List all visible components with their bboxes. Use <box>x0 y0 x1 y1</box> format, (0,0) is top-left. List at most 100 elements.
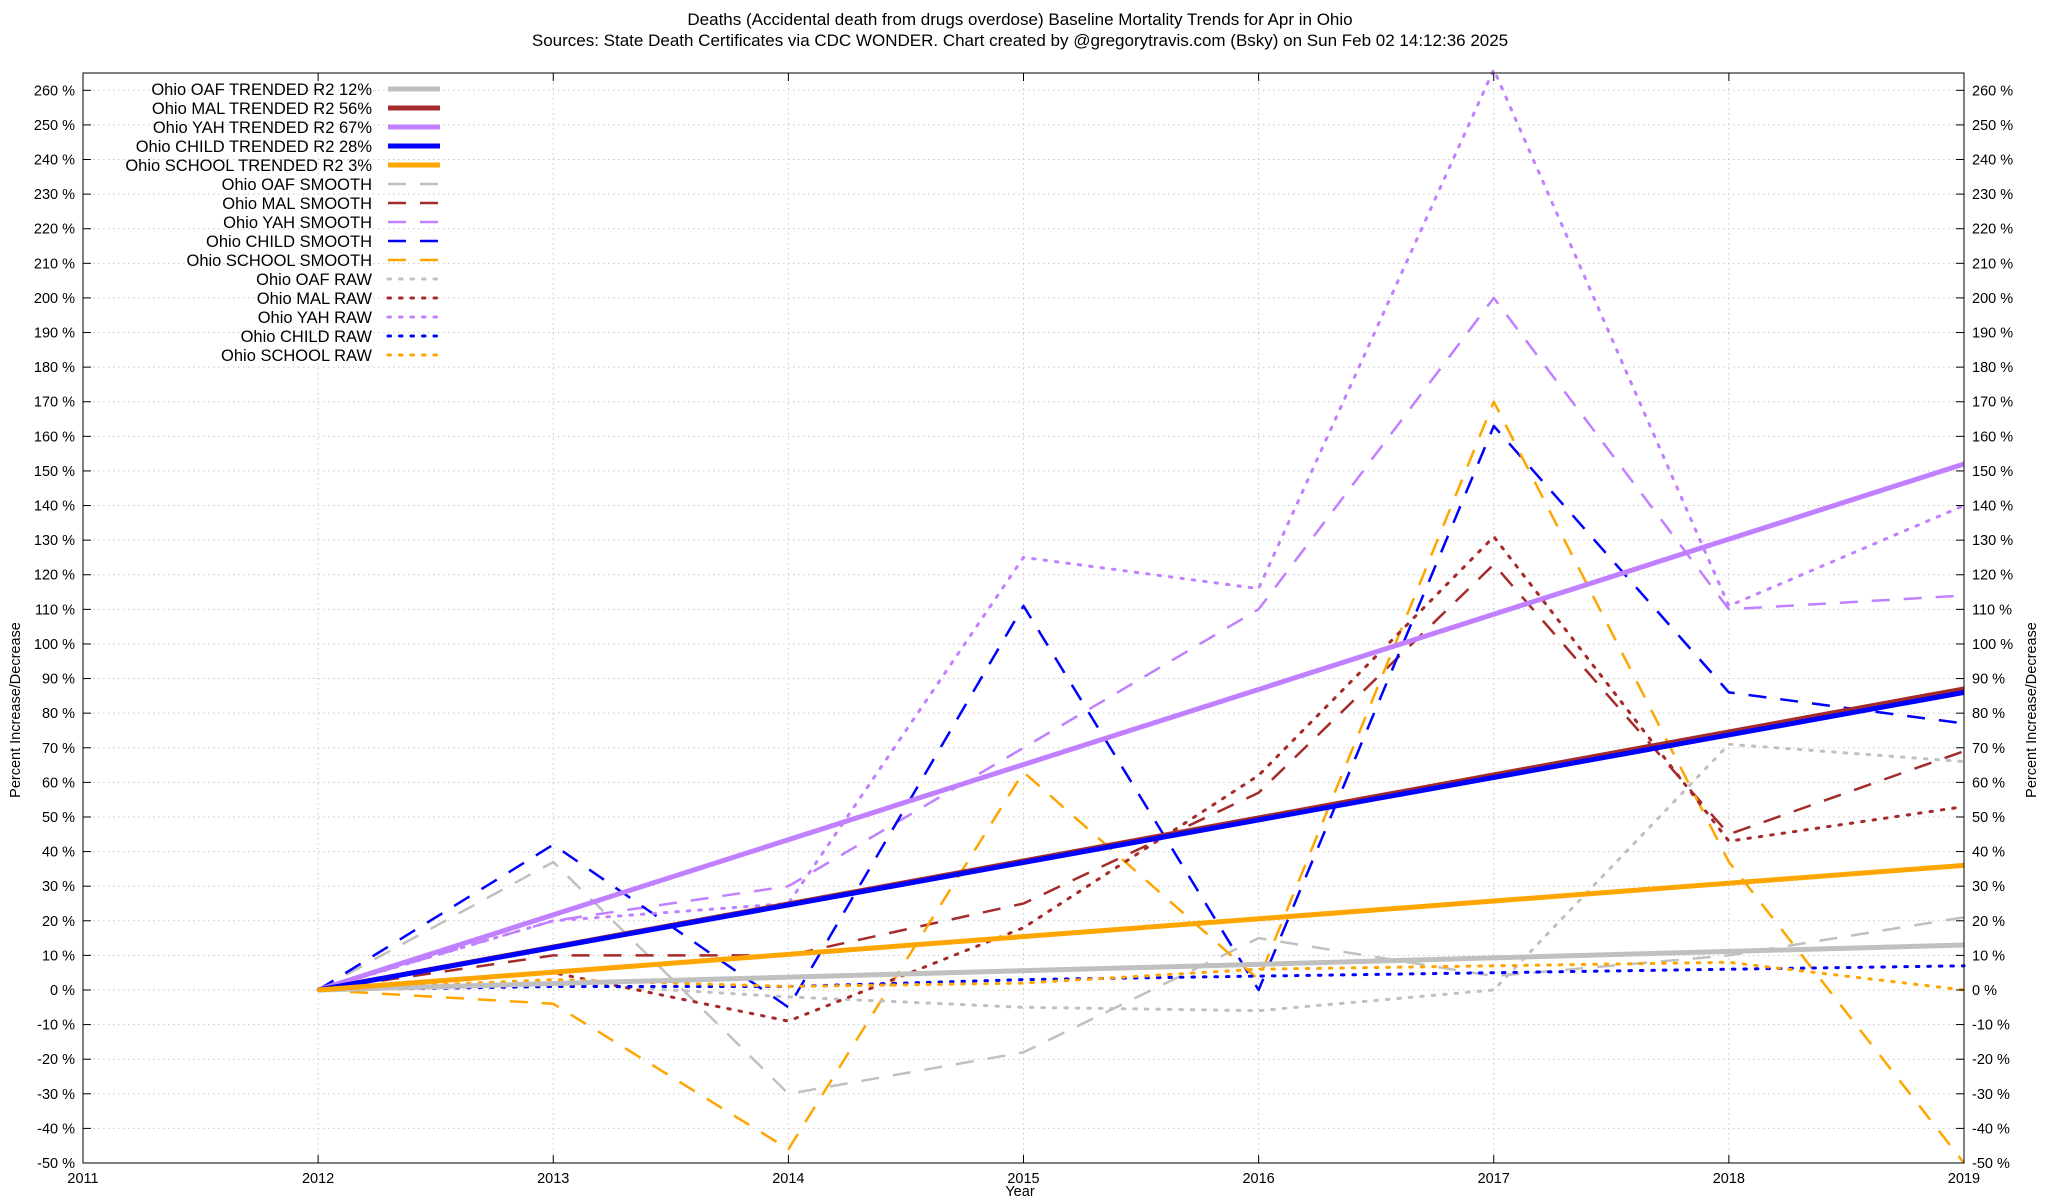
legend-label: Ohio MAL SMOOTH <box>222 195 372 213</box>
y-tick-label-right: 50 % <box>1972 810 2005 826</box>
y-tick-label-left: 240 % <box>34 153 75 169</box>
x-tick-label: 2012 <box>302 1171 334 1187</box>
y-tick-label-left: -20 % <box>37 1052 75 1068</box>
y-tick-label-left: 80 % <box>42 706 75 722</box>
chart-subtitle: Sources: State Death Certificates via CD… <box>532 31 1508 50</box>
y-tick-label-left: 230 % <box>34 187 75 203</box>
y-tick-label-left: 190 % <box>34 326 75 342</box>
series-line-ohio-mal-smooth <box>317 563 1965 992</box>
y-tick-label-left: -30 % <box>37 1087 75 1103</box>
y-tick-label-left: 180 % <box>34 360 75 376</box>
legend-label: Ohio MAL RAW <box>257 290 373 308</box>
y-tick-label-right: 10 % <box>1972 948 2005 964</box>
y-tick-label-right: 80 % <box>1972 706 2005 722</box>
series-line-ohio-oaf-smooth <box>317 860 1965 1096</box>
y-tick-label-left: 70 % <box>42 741 75 757</box>
x-tick-label: 2018 <box>1713 1171 1745 1187</box>
y-tick-label-left: 60 % <box>42 775 75 791</box>
x-tick-label: 2014 <box>772 1171 804 1187</box>
series-line-ohio-child-raw <box>316 964 1966 992</box>
x-tick-label: 2016 <box>1242 1171 1274 1187</box>
y-tick-label-right: 170 % <box>1972 395 2013 411</box>
y-tick-label-right: 250 % <box>1972 118 2013 134</box>
x-tick-label: 2017 <box>1478 1171 1510 1187</box>
y-tick-label-left: -40 % <box>37 1121 75 1137</box>
y-tick-label-left: 260 % <box>34 83 75 99</box>
y-tick-label-right: 100 % <box>1972 637 2013 653</box>
y-tick-label-left: 110 % <box>35 602 75 618</box>
y-tick-label-right: 240 % <box>1972 153 2013 169</box>
y-tick-label-right: -50 % <box>1972 1156 2010 1172</box>
y-tick-label-left: 90 % <box>42 672 75 688</box>
x-axis-label: Year <box>1005 1184 1034 1200</box>
plot-area <box>316 68 1966 1164</box>
y-tick-label-left: 0 % <box>50 983 75 999</box>
legend-label: Ohio YAH RAW <box>258 309 373 327</box>
y-tick-labels-right: -50 % -40 % -30 % -20 % -10 % 0 % 10 % 20 % 30 %… <box>1972 83 2013 1172</box>
y-tick-label-left: 160 % <box>34 429 75 445</box>
y-tick-label-right: 180 % <box>1972 360 2013 376</box>
y-tick-label-left: 120 % <box>34 568 75 584</box>
axis-ticks <box>82 73 1965 1164</box>
y-tick-label-right: 110 % <box>1972 602 2012 618</box>
series-line-ohio-yah-trended-r2-67 <box>317 461 1965 993</box>
series-line-ohio-school-smooth <box>318 400 1965 1164</box>
y-tick-label-left: 40 % <box>42 845 75 861</box>
y-tick-label-right: 200 % <box>1972 291 2013 307</box>
y-tick-label-right: 210 % <box>1972 256 2013 272</box>
y-tick-label-right: 40 % <box>1972 845 2005 861</box>
y-tick-label-right: -30 % <box>1972 1087 2010 1103</box>
y-tick-label-right: -40 % <box>1972 1121 2010 1137</box>
legend: Ohio OAF TRENDED R2 12%Ohio MAL TRENDED … <box>125 81 442 365</box>
y-tick-label-left: 150 % <box>34 464 75 480</box>
y-tick-label-left: 130 % <box>34 533 75 549</box>
y-tick-label-left: -10 % <box>37 1018 75 1034</box>
y-tick-label-right: 190 % <box>1972 326 2013 342</box>
y-tick-label-right: 20 % <box>1972 914 2005 930</box>
legend-label: Ohio CHILD SMOOTH <box>206 233 372 251</box>
y-tick-label-right: 140 % <box>1972 499 2013 515</box>
y-tick-label-right: -10 % <box>1972 1018 2010 1034</box>
y-tick-label-right: 130 % <box>1972 533 2013 549</box>
legend-label: Ohio OAF TRENDED R2 12% <box>151 81 372 99</box>
legend-label: Ohio YAH TRENDED R2 67% <box>153 119 372 137</box>
legend-label: Ohio SCHOOL TRENDED R2 3% <box>125 157 372 175</box>
grid <box>83 73 1964 1163</box>
chart-title: Deaths (Accidental death from drugs over… <box>687 10 1352 29</box>
x-tick-labels: 2011 2012 2013 2014 2015 2016 2017 2018 2019 <box>67 1171 1980 1187</box>
y-tick-label-right: 220 % <box>1972 222 2013 238</box>
series-line-ohio-yah-smooth <box>317 296 1965 992</box>
legend-label: Ohio CHILD TRENDED R2 28% <box>136 138 373 156</box>
series-line-ohio-mal-raw <box>316 535 1966 1023</box>
y-tick-label-right: -20 % <box>1972 1052 2010 1068</box>
y-tick-label-right: 60 % <box>1972 775 2005 791</box>
y-tick-label-left: 140 % <box>34 499 75 515</box>
y-tick-label-right: 150 % <box>1972 464 2013 480</box>
x-tick-label: 2015 <box>1007 1171 1039 1187</box>
y-tick-label-right: 70 % <box>1972 741 2005 757</box>
y-tick-label-left: 210 % <box>34 256 75 272</box>
legend-label: Ohio OAF RAW <box>256 271 372 289</box>
y-tick-label-right: 90 % <box>1972 672 2005 688</box>
y-tick-label-right: 30 % <box>1972 879 2005 895</box>
y-tick-label-left: -50 % <box>37 1156 75 1172</box>
series-line-ohio-school-trended-r2-3 <box>317 862 1965 993</box>
y-tick-label-left: 220 % <box>34 222 75 238</box>
y-tick-label-left: 30 % <box>42 879 75 895</box>
y-tick-label-left: 250 % <box>34 118 75 134</box>
y-tick-label-left: 50 % <box>42 810 75 826</box>
x-tick-label: 2019 <box>1948 1171 1980 1187</box>
y-tick-labels-left: -50 % -40 % -30 % -20 % -10 % 0 % 10 % 20 % 30 %… <box>34 83 75 1172</box>
y-axis-label-right: Percent Increase/Decrease <box>2024 622 2040 798</box>
legend-label: Ohio SCHOOL RAW <box>221 347 372 365</box>
y-tick-label-right: 160 % <box>1972 429 2013 445</box>
series-line-ohio-oaf-trended-r2-12 <box>318 942 1965 993</box>
y-axis-label-left: Percent Increase/Decrease <box>8 622 24 798</box>
series-line-ohio-child-trended-r2-28 <box>317 689 1965 993</box>
y-tick-label-right: 120 % <box>1972 568 2013 584</box>
x-tick-label: 2011 <box>67 1171 98 1187</box>
y-tick-label-right: 0 % <box>1972 983 1997 999</box>
y-tick-label-left: 20 % <box>42 914 75 930</box>
legend-label: Ohio SCHOOL SMOOTH <box>186 252 372 270</box>
